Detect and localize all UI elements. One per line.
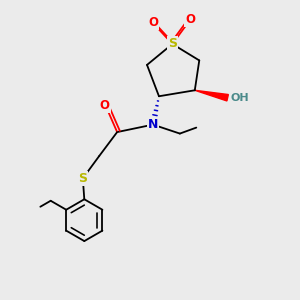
Text: N: N <box>148 118 158 131</box>
Text: O: O <box>100 99 110 112</box>
Text: OH: OH <box>230 93 249 103</box>
Polygon shape <box>195 90 228 101</box>
Text: O: O <box>148 16 158 29</box>
Text: O: O <box>185 13 195 26</box>
Text: S: S <box>168 38 177 50</box>
Text: S: S <box>78 172 87 185</box>
